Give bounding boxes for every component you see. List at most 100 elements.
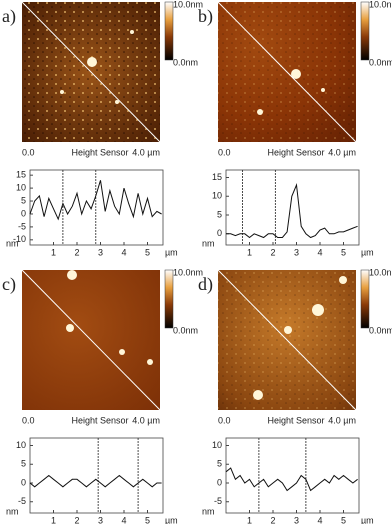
profile-path (217, 269, 357, 411)
x-tick-label: 3 (98, 247, 103, 257)
afm-feature (321, 88, 325, 92)
y-tick-label: 5 (21, 459, 26, 469)
afm-feature (312, 304, 324, 316)
y-tick-label: -5 (214, 496, 222, 506)
image-axis-title: Height Sensor (267, 147, 324, 157)
y-tick-label: 15 (16, 170, 26, 180)
afm-feature (119, 349, 125, 355)
image-axis-title: Height Sensor (267, 415, 324, 425)
colorbar-max: 10.0nm (173, 267, 203, 277)
afm-feature (253, 390, 263, 400)
colorbar (164, 269, 174, 329)
afm-feature (147, 359, 153, 365)
y-tick-label: -5 (18, 221, 26, 231)
x-unit: µm (361, 247, 374, 257)
profile-line (29, 474, 162, 488)
profile-line (226, 183, 358, 239)
colorbar-min: 0.0nm (369, 325, 392, 335)
profile-line (29, 180, 162, 221)
image-axis-start: 0.0 (22, 147, 35, 157)
y-tick-label: 10 (16, 440, 26, 450)
afm-feature (67, 270, 77, 280)
y-tick-label: 15 (212, 172, 222, 182)
afm-feature (339, 276, 347, 284)
x-tick-label: 4 (317, 515, 322, 524)
x-tick-label: 5 (145, 247, 150, 257)
panel-label: b) (198, 6, 213, 27)
x-tick-label: 3 (294, 515, 299, 524)
x-tick-label: 2 (270, 515, 275, 524)
x-tick-label: 1 (51, 247, 56, 257)
afm-feature (130, 30, 134, 34)
colorbar (360, 1, 370, 61)
y-tick-label: 10 (212, 191, 222, 201)
y-tick-label: 5 (217, 209, 222, 219)
x-unit: µm (165, 515, 178, 524)
colorbar-min: 0.0nm (173, 325, 198, 335)
y-tick-label: 5 (217, 459, 222, 469)
panel-label: d) (198, 274, 213, 295)
x-tick-label: 3 (294, 247, 299, 257)
plot-frame (29, 169, 164, 246)
image-axis-end: 4.0 µm (132, 415, 160, 425)
y-tick-label: -5 (18, 496, 26, 506)
profile-line (225, 467, 358, 492)
x-tick-label: 4 (317, 247, 322, 257)
y-tick-label: 10 (16, 182, 26, 192)
profile-path (217, 1, 357, 143)
x-tick-label: 5 (341, 515, 346, 524)
image-axis-start: 0.0 (218, 415, 231, 425)
x-unit: µm (361, 515, 374, 524)
y-tick-label: 10 (212, 440, 222, 450)
image-axis-end: 4.0 µm (328, 415, 356, 425)
x-tick-label: 2 (74, 247, 79, 257)
afm-feature (257, 109, 263, 115)
colorbar-min: 0.0nm (369, 57, 392, 67)
image-axis-start: 0.0 (22, 415, 35, 425)
x-tick-label: 5 (145, 515, 150, 524)
afm-feature (66, 324, 74, 332)
afm-feature (115, 100, 119, 104)
x-tick-label: 4 (121, 247, 126, 257)
x-tick-label: 1 (247, 515, 252, 524)
colorbar-max: 10.0nm (369, 267, 392, 277)
y-unit: nm (202, 238, 215, 248)
x-tick-label: 2 (270, 247, 275, 257)
colorbar-max: 10.0nm (173, 0, 203, 9)
profile-path (21, 1, 161, 143)
y-tick-label: 0 (21, 208, 26, 218)
plot-frame (225, 437, 360, 514)
x-tick-label: 5 (341, 247, 346, 257)
afm-feature (284, 326, 292, 334)
plot-frame (225, 169, 360, 246)
image-axis-end: 4.0 µm (132, 147, 160, 157)
plot-frame (29, 437, 164, 514)
colorbar-max: 10.0nm (369, 0, 392, 9)
x-tick-label: 1 (247, 247, 252, 257)
colorbar (360, 269, 370, 329)
y-unit: nm (6, 238, 19, 248)
image-axis-title: Height Sensor (71, 415, 128, 425)
colorbar-min: 0.0nm (173, 57, 198, 67)
y-tick-label: -10 (13, 234, 26, 244)
x-unit: µm (165, 247, 178, 257)
afm-feature (291, 69, 301, 79)
y-tick-label: 0 (21, 477, 26, 487)
y-tick-label: 0 (217, 477, 222, 487)
x-tick-label: 2 (74, 515, 79, 524)
y-unit: nm (202, 506, 215, 516)
x-tick-label: 1 (51, 515, 56, 524)
image-axis-start: 0.0 (218, 147, 231, 157)
colorbar (164, 1, 174, 61)
y-unit: nm (6, 506, 19, 516)
image-axis-title: Height Sensor (71, 147, 128, 157)
afm-feature (60, 90, 64, 94)
y-tick-label: 0 (217, 228, 222, 238)
x-tick-label: 4 (121, 515, 126, 524)
y-tick-label: 5 (21, 195, 26, 205)
image-axis-end: 4.0 µm (328, 147, 356, 157)
panel-label: a) (2, 6, 16, 27)
panel-label: c) (2, 274, 16, 295)
x-tick-label: 3 (98, 515, 103, 524)
